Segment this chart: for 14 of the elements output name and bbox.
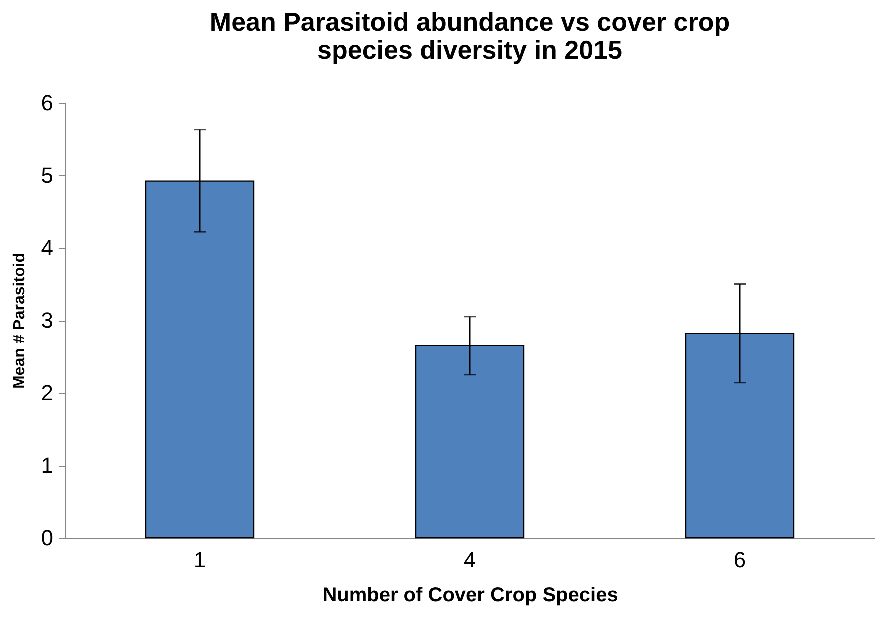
y-tick-label: 5 — [41, 163, 54, 188]
x-tick-label: 4 — [464, 548, 476, 572]
y-axis-title: Mean # Parasitoid — [11, 252, 28, 390]
y-tick-label: 0 — [41, 526, 54, 550]
y-tick-label: 3 — [41, 308, 54, 333]
x-tick-label: 6 — [734, 548, 746, 572]
x-tick-label: 1 — [194, 548, 206, 572]
y-tick-label: 2 — [41, 380, 54, 406]
y-tick-label: 6 — [41, 90, 54, 116]
text: species diversity in 2015 — [318, 35, 622, 65]
y-tick-label: 1 — [41, 453, 54, 478]
y-tick-label: 4 — [41, 236, 54, 260]
x-axis-title: Number of Cover Crop Species — [322, 584, 618, 606]
text: Mean Parasitoid abundance vs cover crop — [210, 7, 730, 37]
